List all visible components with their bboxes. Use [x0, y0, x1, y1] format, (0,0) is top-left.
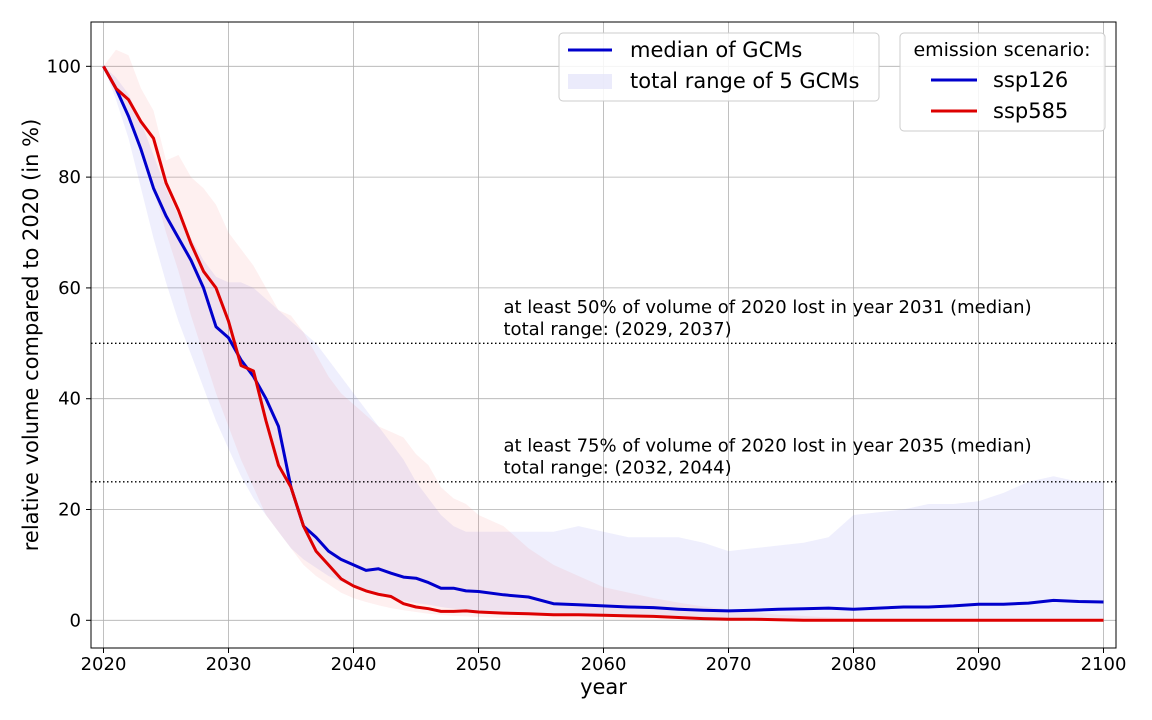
legend-label: median of GCMs [630, 38, 802, 62]
y-tick-label: 100 [47, 56, 81, 77]
annotation-text: at least 50% of volume of 2020 lost in y… [504, 297, 1032, 318]
range-band-ssp126 [103, 66, 1104, 619]
reference-lines [91, 342, 1116, 483]
y-axis-label: relative volume compared to 2020 (in %) [19, 119, 43, 552]
median-line-ssp126 [102, 65, 1104, 613]
x-tick-label: 2080 [831, 654, 877, 675]
x-tick-label: 2090 [956, 654, 1002, 675]
x-axis-ticks: 2020 2030 2040 2050 2060 2070 2080 2090 2100 [81, 648, 1127, 675]
range-bands [103, 49, 1104, 621]
x-tick-label: 2040 [331, 654, 377, 675]
annotation-text: at least 75% of volume of 2020 lost in y… [504, 435, 1032, 456]
y-tick-label: 60 [58, 278, 81, 299]
legend-title: emission scenario: [913, 39, 1090, 61]
median-lines [102, 65, 1104, 622]
annotation-text: total range: (2029, 2037) [504, 319, 732, 340]
x-tick-label: 2100 [1081, 654, 1127, 675]
legend-scenario-frame [899, 32, 1106, 132]
x-tick-label: 2020 [81, 654, 127, 675]
x-axis-label: year [580, 675, 627, 699]
legend-band-swatch [568, 74, 612, 89]
median-line-ssp585 [102, 65, 1104, 622]
y-tick-label: 0 [70, 610, 81, 631]
legend-label: total range of 5 GCMs [630, 69, 859, 93]
y-tick-label: 20 [58, 500, 81, 521]
range-band-ssp585 [103, 49, 1104, 621]
legend-label: ssp585 [993, 99, 1068, 123]
x-tick-label: 2070 [706, 654, 752, 675]
y-axis-ticks: 0 20 40 60 80 100 [47, 56, 91, 631]
y-tick-label: 80 [58, 167, 81, 188]
legend-gcm: median of GCMs total range of 5 GCMs [558, 32, 880, 102]
annotation-text: total range: (2032, 2044) [504, 457, 732, 478]
legend-gcm-frame [558, 32, 880, 102]
legend-label: ssp126 [993, 68, 1068, 92]
annotations: at least 50% of volume of 2020 lost in y… [504, 297, 1032, 479]
legend-scenario: emission scenario: ssp126 ssp585 [899, 32, 1106, 132]
x-tick-label: 2050 [456, 654, 502, 675]
x-tick-label: 2060 [581, 654, 627, 675]
x-tick-label: 2030 [206, 654, 252, 675]
y-tick-label: 40 [58, 389, 81, 410]
